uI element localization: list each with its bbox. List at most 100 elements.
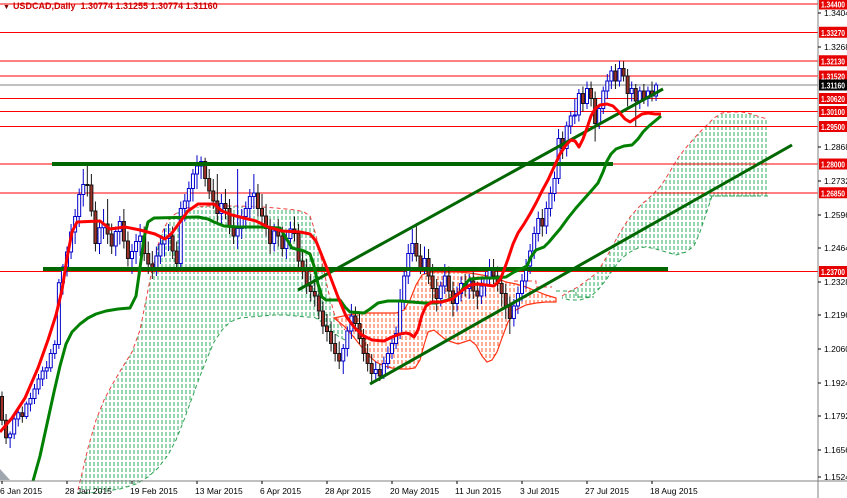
date-tick-label: 18 Aug 2015	[650, 486, 698, 496]
candle-bear	[89, 184, 94, 212]
candle-bull	[564, 125, 569, 149]
price-tick-label: 1.19240	[824, 378, 847, 388]
candle-bear	[146, 253, 151, 265]
scroll-marker-icon[interactable]	[0, 469, 10, 480]
candle-bull	[548, 193, 553, 209]
cloud-fill	[562, 112, 768, 300]
window-menu-icon[interactable]: ▼	[3, 4, 10, 11]
candle-bull	[536, 218, 541, 234]
candle-bull	[235, 228, 240, 237]
time-scale[interactable]: 6 Jan 2015 28 Jan 2015 19 Feb 2015 13 Mar 2…	[0, 481, 698, 496]
candle-bull	[532, 233, 537, 252]
candle-bull	[609, 70, 614, 82]
badge-bg	[819, 93, 847, 104]
trendline[interactable]	[297, 87, 664, 292]
price-tick-label: 1.23280	[824, 277, 847, 287]
level-price-badge: 1.26850	[819, 187, 847, 199]
candle-bull	[385, 353, 390, 364]
cloud-boundary-fragment	[556, 290, 594, 298]
candle-bull	[138, 235, 143, 242]
candle-bull	[442, 275, 447, 287]
candle-bear	[227, 208, 232, 227]
candle-bull	[597, 108, 602, 124]
candle-bull	[585, 88, 589, 104]
candle-bull	[272, 230, 277, 244]
candle-bull	[410, 243, 415, 254]
candle-bull	[601, 90, 606, 109]
candle-bear	[418, 255, 423, 269]
badge-label: 1.30100	[821, 108, 845, 117]
cloud-border	[332, 271, 557, 370]
price-tick-label: 1.28680	[824, 142, 847, 152]
date-tick-label: 28 Jan 2015	[65, 486, 112, 496]
candle-bear	[369, 363, 374, 374]
level-price-badge: 1.30620	[819, 93, 847, 104]
badge-bg	[819, 70, 847, 82]
badge-label: 1.26850	[821, 189, 845, 198]
badge-label: 1.31520	[821, 73, 845, 82]
candle-bull	[134, 241, 139, 252]
candle-bull	[154, 255, 159, 269]
badge-bg	[819, 158, 847, 170]
candle-bear	[430, 275, 435, 289]
date-tick-label: 28 Apr 2015	[325, 486, 371, 496]
candle-bear	[589, 88, 594, 99]
candle-bull	[605, 80, 610, 92]
candle-bull	[247, 196, 252, 209]
badge-label: 1.28000	[821, 161, 845, 170]
cloud-fill	[334, 272, 556, 369]
candle-bull	[178, 208, 183, 264]
date-tick-label: 11 Jun 2015	[455, 486, 501, 496]
candle-bull	[77, 194, 82, 217]
candle-bear	[0, 396, 4, 421]
candle-bull	[511, 305, 516, 319]
candle-bull	[190, 173, 195, 189]
price-tick-label: 1.24640	[824, 243, 847, 253]
candle-bear	[260, 208, 264, 217]
candle-bull	[24, 403, 29, 417]
candle-bull	[130, 251, 134, 259]
candle-bear	[308, 285, 313, 292]
badge-label: 1.23700	[821, 268, 845, 277]
candle-bull	[402, 275, 407, 302]
candle-bear	[580, 93, 585, 104]
level-price-badge: 1.23700	[819, 266, 847, 277]
candle-bear	[296, 233, 301, 262]
candle-bear	[365, 353, 370, 364]
candle-bear	[621, 68, 626, 77]
badge-bg	[819, 0, 847, 10]
badge-bg	[819, 79, 847, 91]
trendline[interactable]	[369, 143, 793, 386]
price-tick-label: 1.34040	[824, 8, 847, 18]
level-price-badge: 1.34400	[819, 0, 847, 10]
candle-bear	[503, 293, 508, 307]
candle-bear	[280, 235, 285, 249]
date-tick-label: 13 Mar 2015	[195, 486, 243, 496]
chart-title: ▼ USDCAD,Daily 1.30774 1.31255 1.30774 1.…	[3, 1, 218, 11]
senkou-a-line	[561, 111, 769, 297]
candle-bull	[44, 367, 49, 372]
price-tick-label: 1.27320	[824, 176, 847, 186]
candle-bear	[170, 235, 175, 252]
cloud-fill	[78, 206, 345, 493]
candle-bear	[85, 184, 90, 186]
candle-bull	[617, 68, 622, 82]
badge-label: 1.33270	[821, 29, 845, 38]
badge-bg	[819, 106, 847, 117]
ichimoku-cloud-bull	[77, 205, 346, 494]
candle-bull	[28, 398, 33, 405]
candle-bear	[312, 291, 317, 297]
candle-bull	[251, 192, 256, 197]
badge-label: 1.30620	[821, 95, 845, 104]
date-tick-label: 20 May 2015	[390, 486, 439, 496]
date-tick-label: 19 Feb 2015	[130, 486, 178, 496]
candle-bear	[203, 161, 208, 179]
candle-bull	[390, 343, 394, 354]
candle-bull	[32, 388, 37, 399]
candle-bull	[288, 228, 293, 239]
price-scale[interactable]: 1.34040 1.32680 1.28680 1.27320 1.25960 1.246…	[818, 8, 847, 482]
date-tick-label: 6 Apr 2015	[260, 486, 301, 496]
